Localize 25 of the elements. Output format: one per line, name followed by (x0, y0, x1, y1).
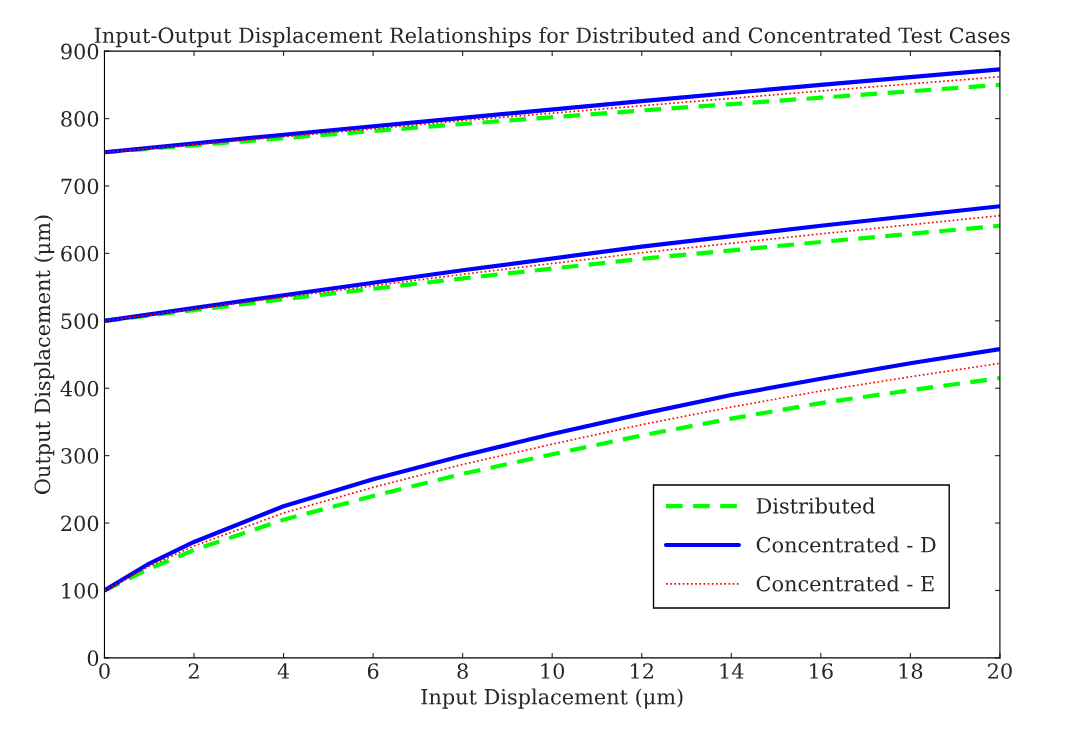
y-tick-label: 500 (61, 313, 99, 330)
x-tick-label: 10 (541, 663, 565, 679)
x-tick-label: 8 (457, 663, 468, 679)
y-tick-label: 300 (61, 448, 99, 464)
legend-label: Distributed (756, 497, 875, 514)
x-tick-label: 0 (99, 663, 110, 679)
x-tick-label: 20 (988, 663, 1012, 679)
x-tick-label: 14 (720, 663, 744, 679)
x-tick-label: 6 (367, 663, 379, 679)
x-tick-label: 18 (899, 663, 923, 679)
x-tick-label: 12 (631, 663, 653, 679)
legend-label: Concentrated - D (756, 536, 936, 553)
y-tick-label: 200 (61, 515, 99, 532)
x-tick-label: 16 (810, 663, 833, 679)
x-tick-label: 2 (188, 663, 199, 679)
y-tick-label: 100 (62, 582, 99, 599)
x-tick-label: 4 (277, 663, 290, 679)
y-tick-label: 400 (60, 380, 99, 397)
y-tick-label: 700 (61, 178, 99, 195)
legend-label: Concentrated - E (756, 575, 934, 592)
y-tick-label: 600 (61, 245, 99, 262)
y-tick-label: 0 (87, 650, 99, 667)
y-axis-title: Output Displacement (μm) (34, 215, 55, 494)
x-axis-title: Input Displacement (μm) (421, 688, 683, 709)
y-tick-label: 800 (61, 111, 99, 127)
